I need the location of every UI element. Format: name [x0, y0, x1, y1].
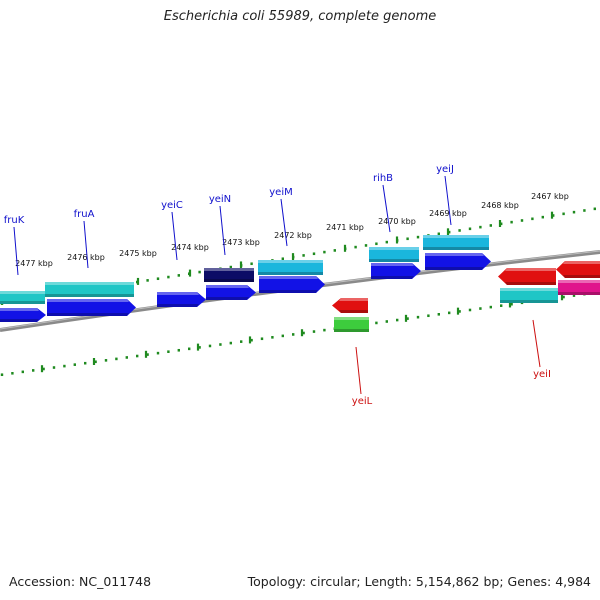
- scale-label: 2472 kbp: [274, 231, 312, 240]
- leader-line-fruK: [13, 226, 19, 276]
- gene-arrow-yeiJ: [425, 253, 491, 270]
- feature-block-rihB: [369, 247, 419, 262]
- gene-arrow-fruA: [47, 299, 136, 316]
- feature-block-yeiN: [204, 268, 254, 282]
- gene-label-fruA: fruA: [74, 209, 95, 220]
- feature-block-yeiI-b: [558, 280, 600, 295]
- scale-label: 2469 kbp: [429, 209, 467, 218]
- leader-line-yeiJ: [444, 175, 452, 226]
- feature-block-yeiJ: [423, 235, 489, 250]
- gene-label-yeiL: yeiL: [352, 396, 373, 407]
- leader-line-yeiM: [280, 198, 288, 247]
- gene-label-yeiI: yeiI: [533, 369, 551, 380]
- scale-label: 2471 kbp: [326, 223, 364, 232]
- scale-label: 2467 kbp: [531, 192, 569, 201]
- gene-label-yeiJ: yeiJ: [436, 164, 454, 175]
- scale-label: 2470 kbp: [378, 217, 416, 226]
- gene-arrow-yeiL: [332, 298, 368, 313]
- gene-arrow-rihB: [371, 263, 421, 279]
- genome-summary-text: Topology: circular; Length: 5,154,862 bp…: [247, 574, 591, 589]
- gene-arrow-fruK: [0, 308, 46, 322]
- gene-arrow-yeiM: [259, 276, 325, 293]
- gene-label-yeiM: yeiM: [269, 187, 292, 198]
- feature-layer: [0, 235, 600, 332]
- feature-block-yeiI-a: [500, 288, 558, 303]
- gene-label-yeiC: yeiC: [161, 200, 183, 211]
- gene-label-yeiN: yeiN: [209, 194, 231, 205]
- leader-line-yeiL: [355, 346, 362, 395]
- scale-label: 2476 kbp: [67, 253, 105, 262]
- scale-label: 2477 kbp: [15, 259, 53, 268]
- gene-arrow-yeiI-a: [498, 268, 556, 285]
- feature-block-yeiL: [334, 317, 369, 332]
- scale-label: 2468 kbp: [481, 201, 519, 210]
- gene-label-rihB: rihB: [373, 173, 393, 184]
- scale-label-layer: 2477 kbp 2476 kbp 2475 kbp 2474 kbp 2473 kbp…: [15, 192, 569, 268]
- map-title: Escherichia coli 55989, complete genome: [163, 9, 437, 24]
- leader-line-rihB: [382, 184, 391, 233]
- gene-arrow-yeiN: [206, 285, 256, 300]
- gene-label-layer: fruK fruA yeiC yeiN yeiM rihB yeiJ yeiL yeiI: [4, 164, 551, 407]
- feature-block-fruK: [0, 291, 45, 304]
- scale-label: 2474 kbp: [171, 243, 209, 252]
- leader-line-yeiC: [171, 211, 178, 261]
- accession-text: Accession: NC_011748: [9, 574, 152, 589]
- leader-line-fruA: [83, 220, 89, 269]
- scale-label: 2475 kbp: [119, 249, 157, 258]
- gene-arrow-yeiI-b: [556, 261, 600, 278]
- gene-label-fruK: fruK: [4, 215, 25, 226]
- feature-block-fruA: [45, 282, 134, 297]
- leader-line-yeiI: [532, 319, 541, 368]
- feature-block-yeiM: [258, 260, 323, 275]
- scale-label: 2473 kbp: [222, 238, 260, 247]
- gene-arrow-yeiC: [157, 292, 206, 307]
- leader-line-yeiN: [219, 205, 226, 256]
